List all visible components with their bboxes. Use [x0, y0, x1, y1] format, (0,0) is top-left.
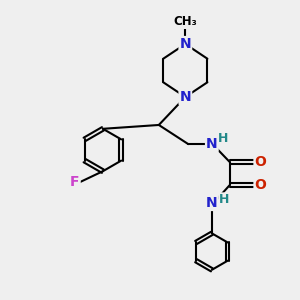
Text: N: N	[206, 137, 218, 151]
Text: O: O	[254, 155, 266, 169]
Text: N: N	[179, 37, 191, 51]
Text: F: F	[70, 176, 80, 189]
Text: N: N	[206, 196, 218, 210]
Text: H: H	[219, 193, 230, 206]
Text: O: O	[254, 178, 266, 192]
Text: CH₃: CH₃	[173, 15, 197, 28]
Text: H: H	[218, 132, 228, 145]
Text: N: N	[179, 90, 191, 104]
